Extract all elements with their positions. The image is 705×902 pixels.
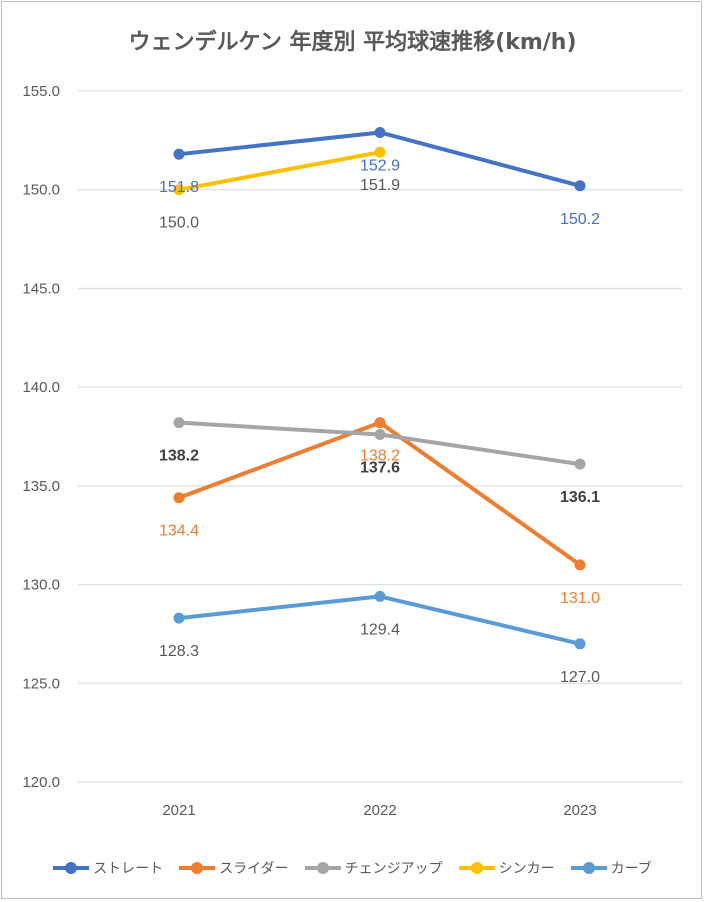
data-point — [574, 458, 586, 470]
label-layer: 151.8152.9150.2134.4138.2131.0138.2137.6… — [159, 157, 600, 685]
series-line — [177, 150, 382, 192]
legend-label: ストレート — [93, 861, 164, 877]
y-tick-label: 150.0 — [22, 182, 60, 199]
series-layer — [173, 126, 586, 650]
legend-swatch — [304, 861, 341, 875]
legend: ストレート スライダー チェンジアップ シンカー カーブ — [0, 856, 705, 880]
x-tick-label: 2022 — [363, 802, 396, 819]
data-label: 134.4 — [159, 523, 199, 540]
legend-swatch — [570, 861, 607, 875]
legend-label: スライダー — [219, 861, 289, 877]
x-tick-label: 2021 — [162, 802, 195, 819]
data-label: 137.6 — [360, 460, 400, 477]
legend-item: スライダー — [179, 858, 289, 878]
legend-label: カーブ — [610, 861, 652, 877]
data-label: 136.1 — [560, 489, 600, 506]
data-label: 138.2 — [159, 448, 199, 465]
data-point — [374, 126, 386, 138]
y-tick-label: 130.0 — [22, 577, 60, 594]
legend-swatch — [53, 861, 90, 875]
y-tick-label: 120.0 — [22, 774, 60, 791]
legend-item: ストレート — [53, 858, 163, 878]
data-point — [574, 180, 586, 192]
data-label: 151.8 — [159, 179, 199, 196]
data-point — [173, 612, 185, 624]
x-tick-label: 2023 — [563, 802, 596, 819]
legend-label: シンカー — [498, 861, 555, 877]
data-point — [173, 148, 185, 160]
y-tick-label: 135.0 — [22, 478, 60, 495]
series-line — [177, 420, 582, 567]
data-label: 150.2 — [560, 211, 600, 228]
y-tick-label: 140.0 — [22, 379, 60, 396]
legend-label: チェンジアップ — [344, 861, 443, 877]
grid-layer: 120.0 125.0 130.0 135.0 140.0 145.0 150.0 155.0… — [22, 83, 682, 819]
y-tick-label: 125.0 — [22, 675, 60, 692]
data-label: 152.9 — [360, 157, 400, 174]
data-label: 129.4 — [360, 621, 400, 638]
data-point — [374, 417, 386, 429]
data-point — [173, 417, 185, 429]
data-label: 138.2 — [360, 448, 400, 465]
data-label: 128.3 — [159, 643, 199, 660]
data-point — [173, 492, 185, 504]
data-label: 131.0 — [560, 590, 600, 607]
y-tick-label: 145.0 — [22, 280, 60, 297]
data-point — [374, 590, 386, 602]
legend-item: カーブ — [570, 858, 652, 878]
data-point — [173, 184, 185, 196]
legend-item: チェンジアップ — [304, 858, 443, 878]
legend-swatch — [458, 861, 495, 875]
legend-swatch — [179, 861, 216, 875]
data-label: 150.0 — [159, 215, 199, 232]
chart-title: ウェンデルケン 年度別 平均球速推移(km/h) — [128, 30, 577, 55]
legend-item: シンカー — [458, 858, 555, 878]
data-point — [574, 638, 586, 650]
data-point — [574, 559, 586, 571]
data-point — [374, 146, 386, 158]
data-label: 151.9 — [360, 177, 400, 194]
data-point — [374, 429, 386, 441]
data-label: 127.0 — [560, 669, 600, 686]
y-tick-label: 155.0 — [22, 83, 60, 100]
